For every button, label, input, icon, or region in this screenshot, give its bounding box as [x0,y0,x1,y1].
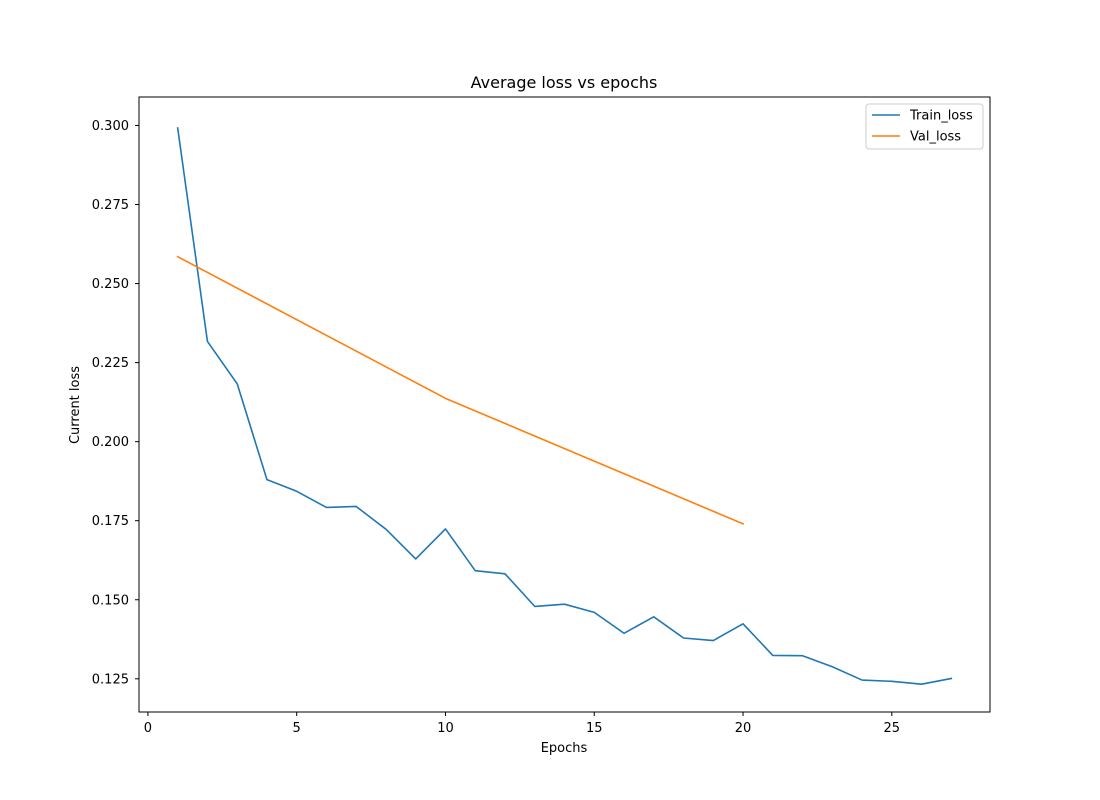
series-lines [176,127,953,685]
x-tick-label: 25 [884,721,901,736]
y-tick-label: 0.225 [92,356,129,371]
x-tick-label: 20 [735,721,752,736]
y-tick-label: 0.175 [92,514,129,529]
y-tick-label: 0.275 [92,198,129,213]
x-tick-label: 0 [144,721,152,736]
legend-label: Val_loss [910,130,961,145]
y-tick-label: 0.125 [92,672,129,687]
x-tick-label: 5 [293,721,301,736]
y-tick-label: 0.200 [92,435,129,450]
x-axis-label: Epochs [541,741,588,756]
chart-title: Average loss vs epochs [471,73,658,92]
x-tick-label: 15 [586,721,603,736]
y-tick-label: 0.250 [92,277,129,292]
y-tick-label: 0.300 [92,119,129,134]
axis-ticks: 0 5 10 15 20 25 0.125 0.150 0.175 0.200 0.225 0.250… [92,119,900,736]
series-line-val-loss [176,255,745,525]
plot-frame [138,96,991,713]
legend: Train_loss Val_loss [865,103,984,150]
y-tick-label: 0.150 [92,593,129,608]
legend-label: Train_loss [909,109,973,124]
x-tick-label: 10 [437,721,454,736]
series-line-train-loss [176,127,953,685]
y-axis-label: Current loss [68,366,83,444]
